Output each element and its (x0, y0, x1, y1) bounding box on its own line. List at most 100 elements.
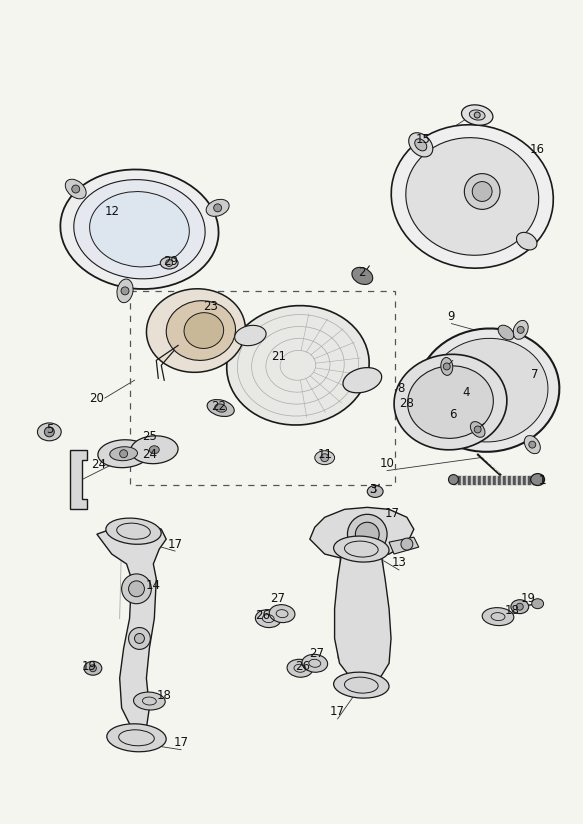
Ellipse shape (160, 257, 178, 269)
Ellipse shape (287, 659, 312, 677)
Circle shape (135, 634, 145, 644)
Text: 4: 4 (462, 386, 470, 399)
Circle shape (44, 427, 54, 437)
Text: 19: 19 (520, 592, 535, 606)
Ellipse shape (255, 610, 281, 628)
Polygon shape (389, 537, 419, 554)
Ellipse shape (513, 321, 528, 339)
Ellipse shape (117, 279, 133, 302)
Text: 9: 9 (448, 310, 455, 323)
Ellipse shape (37, 423, 61, 441)
Ellipse shape (84, 662, 102, 675)
Text: 28: 28 (399, 396, 415, 410)
Text: 22: 22 (211, 400, 226, 413)
Circle shape (356, 522, 379, 546)
Ellipse shape (302, 654, 328, 672)
Ellipse shape (184, 312, 224, 349)
Circle shape (129, 628, 150, 649)
Ellipse shape (391, 124, 553, 268)
Ellipse shape (74, 180, 205, 279)
Ellipse shape (149, 446, 159, 454)
Polygon shape (310, 508, 414, 559)
Ellipse shape (417, 329, 559, 452)
Text: 20: 20 (89, 391, 104, 405)
Ellipse shape (352, 267, 373, 284)
Text: 18: 18 (504, 604, 519, 617)
Text: 3: 3 (370, 483, 377, 496)
Ellipse shape (333, 536, 389, 562)
Text: 26: 26 (296, 660, 310, 672)
Ellipse shape (531, 474, 545, 485)
Circle shape (517, 603, 524, 610)
Text: 7: 7 (531, 368, 539, 381)
Text: 1: 1 (539, 474, 546, 487)
Ellipse shape (166, 301, 236, 360)
Text: 24: 24 (92, 458, 106, 471)
Ellipse shape (408, 366, 493, 438)
Ellipse shape (333, 672, 389, 698)
Circle shape (401, 538, 413, 550)
Circle shape (448, 475, 458, 485)
Ellipse shape (517, 232, 537, 250)
Ellipse shape (61, 170, 219, 289)
Text: 5: 5 (45, 424, 53, 437)
Circle shape (122, 574, 152, 604)
Ellipse shape (532, 599, 543, 609)
Text: 2: 2 (359, 266, 366, 279)
Text: 13: 13 (392, 556, 406, 569)
Polygon shape (335, 551, 391, 680)
Circle shape (321, 454, 329, 461)
Text: 1: 1 (539, 474, 546, 487)
Ellipse shape (134, 692, 165, 710)
Ellipse shape (146, 288, 245, 372)
Text: 21: 21 (271, 350, 286, 363)
Ellipse shape (98, 440, 149, 468)
Bar (129, 291, 395, 485)
Circle shape (121, 287, 129, 295)
Ellipse shape (394, 354, 507, 450)
Ellipse shape (482, 607, 514, 625)
Text: 24: 24 (142, 448, 157, 461)
Circle shape (464, 174, 500, 209)
Text: 14: 14 (146, 579, 161, 592)
Text: 11: 11 (317, 448, 332, 461)
Polygon shape (97, 524, 166, 728)
Circle shape (408, 392, 415, 400)
Ellipse shape (227, 306, 369, 425)
Circle shape (89, 665, 96, 672)
Ellipse shape (415, 138, 427, 151)
Text: 12: 12 (104, 205, 120, 218)
Ellipse shape (409, 133, 433, 157)
Ellipse shape (131, 436, 178, 464)
Ellipse shape (406, 138, 539, 255)
Text: 17: 17 (174, 737, 188, 749)
Ellipse shape (315, 451, 335, 465)
Ellipse shape (367, 485, 383, 498)
Circle shape (474, 426, 481, 433)
Circle shape (443, 363, 450, 370)
Ellipse shape (511, 600, 529, 614)
Circle shape (474, 112, 480, 118)
Circle shape (214, 204, 222, 212)
Text: 29: 29 (163, 255, 178, 268)
Text: 17: 17 (168, 537, 182, 550)
Ellipse shape (470, 422, 485, 438)
Polygon shape (70, 450, 87, 509)
Ellipse shape (469, 110, 485, 120)
Ellipse shape (106, 518, 161, 545)
Ellipse shape (462, 105, 493, 125)
Text: 6: 6 (449, 409, 456, 422)
Circle shape (472, 181, 492, 201)
Ellipse shape (207, 400, 234, 416)
Ellipse shape (402, 389, 422, 403)
Ellipse shape (90, 192, 189, 267)
Text: 23: 23 (203, 300, 218, 313)
Circle shape (166, 260, 173, 266)
Ellipse shape (215, 404, 227, 412)
Text: 19: 19 (82, 660, 96, 672)
Text: 18: 18 (157, 689, 171, 701)
Text: 17: 17 (330, 705, 345, 719)
Text: 26: 26 (255, 609, 270, 622)
Ellipse shape (343, 368, 382, 393)
Ellipse shape (206, 199, 229, 217)
